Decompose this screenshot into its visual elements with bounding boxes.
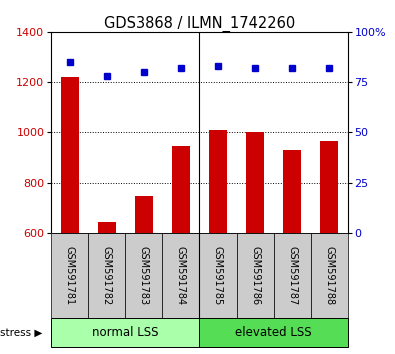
Bar [199, 233, 237, 318]
Text: GSM591785: GSM591785 [213, 246, 223, 305]
Bar [51, 318, 199, 347]
Title: GDS3868 / ILMN_1742260: GDS3868 / ILMN_1742260 [104, 16, 295, 32]
Bar [162, 233, 199, 318]
Bar [246, 132, 264, 233]
Text: normal LSS: normal LSS [92, 326, 159, 339]
Bar [98, 222, 116, 233]
Text: GSM591786: GSM591786 [250, 246, 260, 305]
Text: GSM591783: GSM591783 [139, 246, 149, 305]
Text: GSM591782: GSM591782 [102, 246, 112, 305]
Bar [135, 196, 153, 233]
Text: stress ▶: stress ▶ [0, 327, 42, 337]
Bar [237, 233, 274, 318]
Bar [320, 141, 339, 233]
Bar [199, 318, 348, 347]
Bar [209, 130, 227, 233]
Bar [283, 150, 301, 233]
Text: GSM591787: GSM591787 [287, 246, 297, 305]
Text: GSM591784: GSM591784 [176, 246, 186, 305]
Text: elevated LSS: elevated LSS [235, 326, 312, 339]
Text: GSM591781: GSM591781 [65, 246, 75, 305]
Bar [172, 146, 190, 233]
Bar [51, 233, 88, 318]
Bar [274, 233, 310, 318]
Bar [60, 77, 79, 233]
Bar [88, 233, 126, 318]
Bar [126, 233, 162, 318]
Text: GSM591788: GSM591788 [324, 246, 334, 305]
Bar [310, 233, 348, 318]
